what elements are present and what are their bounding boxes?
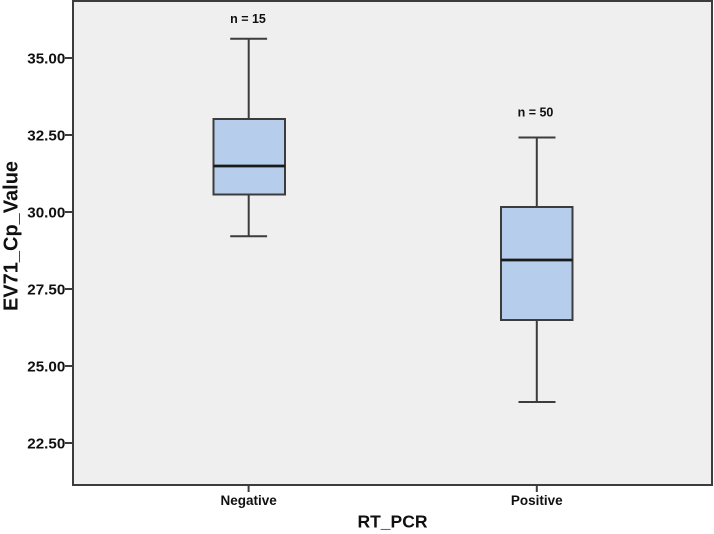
svg-text:22.50: 22.50 [27, 436, 65, 453]
svg-text:n = 50: n = 50 [518, 106, 554, 120]
svg-text:EV71_Cp_Value: EV71_Cp_Value [1, 161, 23, 311]
svg-text:n = 15: n = 15 [230, 12, 266, 26]
svg-text:Negative: Negative [220, 493, 277, 508]
svg-text:Positive: Positive [511, 493, 563, 508]
svg-text:30.00: 30.00 [27, 205, 65, 222]
svg-text:32.50: 32.50 [27, 128, 65, 145]
svg-text:25.00: 25.00 [27, 359, 65, 376]
svg-text:RT_PCR: RT_PCR [357, 512, 427, 532]
svg-text:27.50: 27.50 [27, 282, 65, 299]
svg-text:35.00: 35.00 [27, 51, 65, 68]
